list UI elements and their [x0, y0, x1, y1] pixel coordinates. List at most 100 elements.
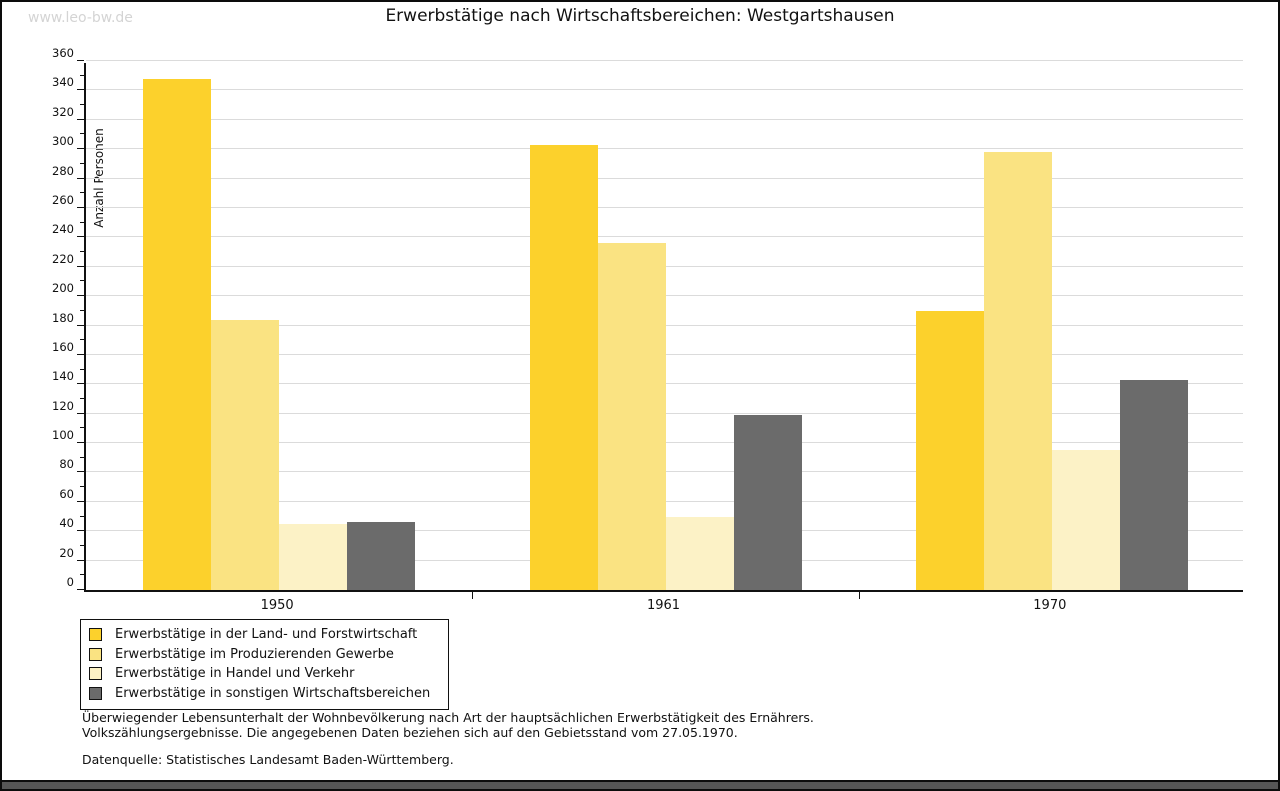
- y-minor-tick: [80, 368, 84, 370]
- y-major-tick: [77, 295, 84, 297]
- legend-item-2: Erwerbstätige im Produzierenden Gewerbe: [89, 645, 440, 665]
- x-category-label-1961: 1961: [646, 598, 681, 613]
- y-tick-label: 140: [52, 369, 74, 384]
- bar-1961-series3: [665, 516, 734, 590]
- y-tick-label: 300: [52, 134, 74, 149]
- legend-item-4: Erwerbstätige in sonstigen Wirtschaftsbe…: [89, 684, 440, 704]
- gridline: [86, 236, 1243, 238]
- legend-item-label: Erwerbstätige in der Land- und Forstwirt…: [115, 627, 418, 643]
- y-minor-tick: [80, 251, 84, 253]
- legend-item-1: Erwerbstätige in der Land- und Forstwirt…: [89, 625, 440, 645]
- y-major-tick: [77, 148, 84, 150]
- y-major-tick: [77, 412, 84, 414]
- y-tick-label: 100: [52, 428, 74, 443]
- y-tick-label: 200: [52, 281, 74, 296]
- bar-1970-series4: [1119, 379, 1188, 590]
- y-tick-label: 280: [52, 163, 74, 178]
- y-minor-tick: [80, 309, 84, 311]
- legend-item-label: Erwerbstätige in sonstigen Wirtschaftsbe…: [115, 685, 431, 701]
- footnote-line-1: Überwiegender Lebensunterhalt der Wohnbe…: [82, 710, 814, 725]
- y-minor-tick: [80, 74, 84, 76]
- gridline: [86, 118, 1243, 120]
- legend-item-3: Erwerbstätige in Handel und Verkehr: [89, 664, 440, 684]
- gridline: [86, 177, 1243, 179]
- y-tick-label: 160: [52, 339, 74, 354]
- bar-1950-series4: [347, 522, 416, 590]
- y-major-tick: [77, 177, 84, 179]
- gridline: [86, 89, 1243, 91]
- y-tick-label: 180: [52, 310, 74, 325]
- y-minor-tick: [80, 427, 84, 429]
- footer-strip: [2, 780, 1278, 789]
- y-tick-label: 40: [59, 516, 74, 531]
- y-major-tick: [77, 60, 84, 61]
- y-major-tick: [77, 353, 84, 355]
- x-category-label-1950: 1950: [260, 598, 294, 613]
- y-tick-label: 60: [59, 486, 74, 501]
- y-tick-label: 0: [66, 575, 74, 589]
- y-major-tick: [77, 589, 84, 590]
- footnote-line-2: Volkszählungsergebnisse. Die angegebenen…: [82, 724, 738, 740]
- bar-1950-series2: [211, 319, 280, 590]
- bar-1950-series3: [279, 523, 348, 590]
- legend-swatch-icon: [89, 647, 102, 661]
- y-tick-label: 360: [52, 46, 74, 60]
- y-tick-label: 260: [52, 192, 74, 207]
- gridline: [86, 206, 1243, 208]
- y-major-tick: [77, 559, 84, 561]
- y-major-tick: [77, 383, 84, 385]
- y-minor-tick: [80, 133, 84, 135]
- y-major-tick: [77, 471, 84, 473]
- legend-swatch-icon: [89, 667, 102, 681]
- bar-1950-series1: [143, 78, 212, 590]
- y-major-tick: [77, 500, 84, 502]
- y-minor-tick: [80, 515, 84, 517]
- y-minor-tick: [80, 486, 84, 488]
- x-axis-tick: [472, 591, 474, 599]
- y-tick-label: 20: [59, 545, 74, 560]
- y-major-tick: [77, 236, 84, 238]
- y-minor-tick: [80, 574, 84, 576]
- y-major-tick: [77, 206, 84, 208]
- y-major-tick: [77, 442, 84, 444]
- footnote-source: Datenquelle: Statistisches Landesamt Bad…: [82, 752, 454, 767]
- y-tick-label: 340: [52, 75, 74, 90]
- y-minor-tick: [80, 162, 84, 164]
- y-tick-label: 240: [52, 222, 74, 237]
- y-tick-label: 220: [52, 251, 74, 266]
- bar-1961-series4: [733, 415, 802, 590]
- plot-area: Anzahl Personen 0 20 40 60 80 100 120 140 160 180…: [52, 46, 1243, 599]
- bar-1961-series1: [529, 144, 598, 590]
- y-minor-tick: [80, 280, 84, 282]
- bar-1970-series1: [915, 310, 984, 590]
- legend-item-label: Erwerbstätige im Produzierenden Gewerbe: [115, 646, 394, 662]
- y-tick-label: 320: [52, 104, 74, 119]
- gridline: [86, 148, 1243, 150]
- legend-swatch-icon: [89, 686, 102, 700]
- legend-swatch-icon: [89, 628, 102, 642]
- y-minor-tick: [80, 456, 84, 458]
- y-minor-tick: [80, 544, 84, 546]
- y-minor-tick: [80, 397, 84, 399]
- y-minor-tick: [80, 339, 84, 341]
- y-major-tick: [77, 89, 84, 91]
- legend-item-label: Erwerbstätige in Handel und Verkehr: [115, 666, 355, 682]
- x-axis-tick: [858, 591, 860, 599]
- chart-title: Erwerbstätige nach Wirtschaftsbereichen:…: [385, 6, 895, 26]
- y-major-tick: [77, 265, 84, 267]
- x-category-label-1970: 1970: [1033, 598, 1067, 613]
- bar-1970-series2: [983, 152, 1052, 590]
- y-minor-tick: [80, 221, 84, 223]
- y-major-tick: [77, 324, 84, 326]
- legend-box: Erwerbstätige in der Land- und Forstwirt…: [80, 619, 449, 710]
- y-minor-tick: [80, 192, 84, 194]
- gridline: [86, 60, 1243, 61]
- site-watermark: www.leo-bw.de: [28, 10, 133, 26]
- bar-1970-series3: [1051, 450, 1120, 590]
- y-minor-tick: [80, 104, 84, 106]
- bar-1961-series2: [597, 243, 666, 590]
- footnotes: Überwiegender Lebensunterhalt der Wohnbe…: [82, 710, 814, 768]
- y-tick-label: 120: [52, 398, 74, 413]
- y-major-tick: [77, 118, 84, 120]
